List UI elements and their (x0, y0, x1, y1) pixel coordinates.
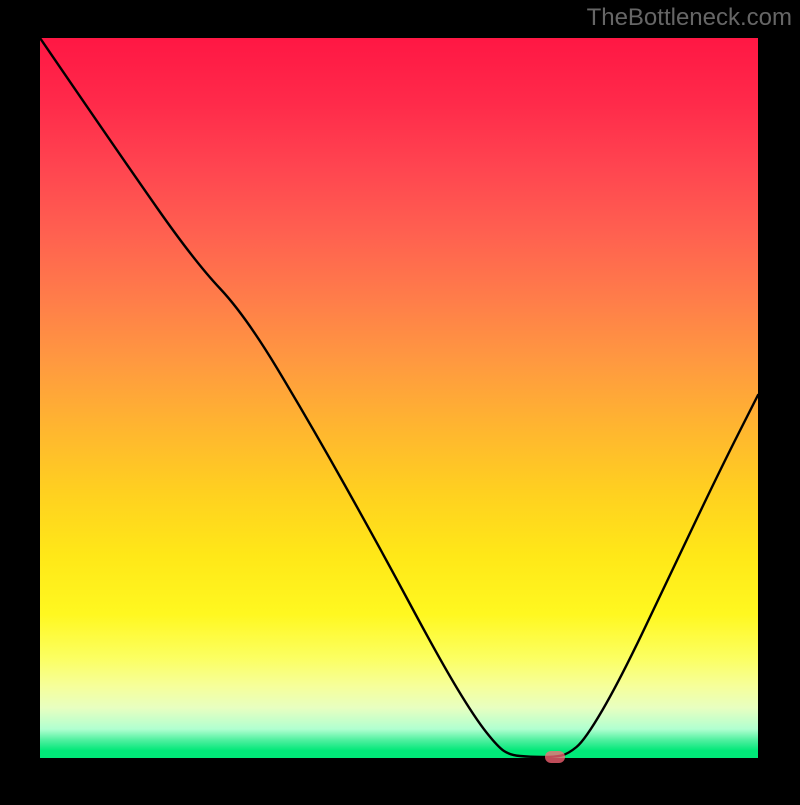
gradient-plot-area (40, 38, 758, 758)
watermark-text: TheBottleneck.com (587, 4, 792, 32)
chart-container: TheBottleneck.com (0, 0, 800, 800)
optimal-point-marker (545, 751, 565, 763)
bottleneck-chart (0, 0, 800, 800)
